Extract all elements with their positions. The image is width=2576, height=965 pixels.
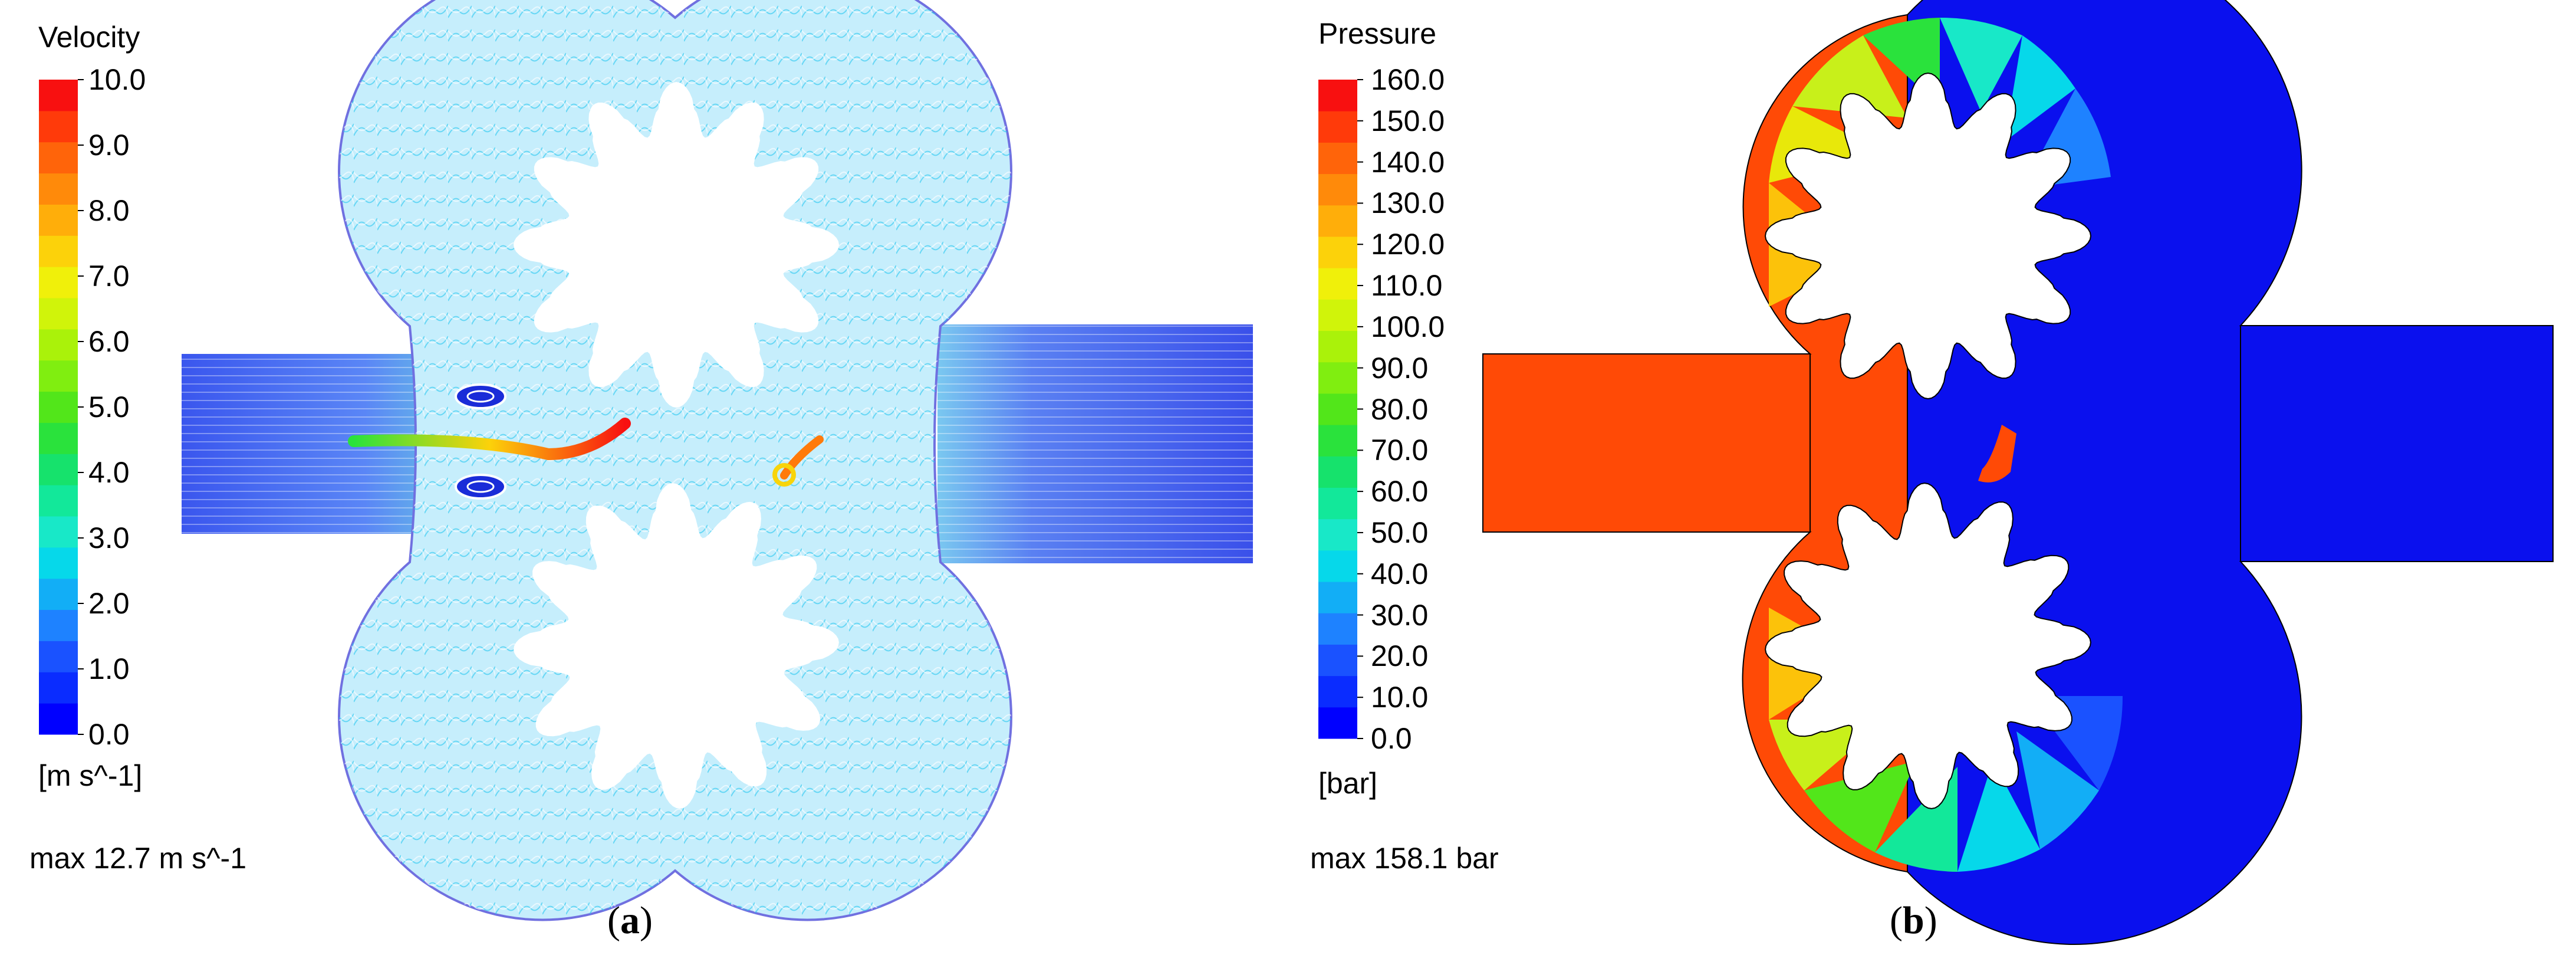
legend-tick-label: 110.0 bbox=[1371, 269, 1443, 303]
velocity-unit-label: [m s^-1] bbox=[38, 759, 143, 792]
legend-color-swatch bbox=[1318, 582, 1357, 613]
legend-color-swatch bbox=[1318, 707, 1357, 739]
velocity-lower-gear bbox=[514, 483, 839, 809]
legend-tick-label: 5.0 bbox=[88, 390, 130, 424]
legend-tick-label: 70.0 bbox=[1371, 434, 1429, 467]
legend-color-swatch bbox=[39, 110, 78, 143]
pressure-unit-label: [bar] bbox=[1318, 767, 1378, 800]
legend-color-swatch bbox=[1318, 205, 1357, 237]
legend-color-swatch bbox=[1318, 268, 1357, 300]
legend-tick-label: 90.0 bbox=[1371, 351, 1429, 385]
legend-color-swatch bbox=[1318, 362, 1357, 394]
legend-color-swatch bbox=[39, 329, 78, 361]
legend-color-swatch bbox=[1318, 425, 1357, 457]
legend-color-swatch bbox=[39, 516, 78, 548]
pressure-tooth-pockets-upper bbox=[1769, 17, 2111, 307]
legend-tick-label: 130.0 bbox=[1371, 186, 1445, 220]
legend-tick-label: 50.0 bbox=[1371, 516, 1429, 549]
legend-color-swatch bbox=[1318, 518, 1357, 551]
pressure-legend-colorbar bbox=[1318, 79, 1363, 739]
legend-color-swatch bbox=[1318, 142, 1357, 175]
legend-color-swatch bbox=[1318, 644, 1357, 677]
legend-tick-label: 0.0 bbox=[1371, 722, 1412, 755]
legend-tick-label: 100.0 bbox=[1371, 310, 1445, 343]
legend-tick-label: 3.0 bbox=[88, 521, 130, 554]
legend-color-swatch bbox=[39, 360, 78, 392]
velocity-legend-colorbar bbox=[39, 79, 84, 735]
velocity-upper-gear bbox=[514, 82, 839, 408]
velocity-max-label: max 12.7 m s^-1 bbox=[29, 842, 247, 875]
legend-tick-label: 160.0 bbox=[1371, 63, 1445, 96]
legend-color-swatch bbox=[39, 391, 78, 423]
velocity-leakage-jet bbox=[348, 418, 824, 487]
legend-color-swatch bbox=[39, 578, 78, 610]
legend-color-swatch bbox=[1318, 487, 1357, 520]
legend-tick-label: 60.0 bbox=[1371, 475, 1429, 508]
legend-tick-label: 30.0 bbox=[1371, 598, 1429, 632]
legend-tick-label: 10.0 bbox=[1371, 681, 1429, 714]
velocity-recirculation-vortices bbox=[455, 383, 506, 500]
legend-color-swatch bbox=[39, 703, 78, 735]
velocity-panel bbox=[182, 0, 1253, 921]
legend-color-swatch bbox=[1318, 393, 1357, 425]
pressure-mesh-high-pocket bbox=[1978, 425, 2016, 482]
legend-tick-label: 4.0 bbox=[88, 456, 130, 489]
pressure-lower-gear bbox=[1765, 482, 2091, 809]
legend-tick-label: 2.0 bbox=[88, 587, 130, 620]
legend-color-swatch bbox=[39, 609, 78, 641]
legend-color-swatch bbox=[39, 454, 78, 485]
legend-color-swatch bbox=[39, 173, 78, 205]
legend-color-swatch bbox=[1318, 675, 1357, 708]
legend-color-swatch bbox=[1318, 111, 1357, 143]
legend-color-swatch bbox=[1318, 613, 1357, 645]
legend-color-swatch bbox=[39, 204, 78, 236]
pressure-max-label: max 158.1 bar bbox=[1310, 842, 1499, 875]
velocity-pump-housing bbox=[338, 0, 1012, 921]
legend-color-swatch bbox=[39, 235, 78, 267]
pressure-legend-title: Pressure bbox=[1318, 17, 1437, 50]
legend-tick-label: 7.0 bbox=[88, 260, 130, 293]
legend-color-swatch bbox=[39, 485, 78, 517]
panel-b-caption: (b) bbox=[1890, 899, 1937, 942]
legend-color-swatch bbox=[1318, 173, 1357, 206]
legend-color-swatch bbox=[1318, 299, 1357, 331]
legend-color-swatch bbox=[39, 672, 78, 704]
legend-color-swatch bbox=[1318, 456, 1357, 488]
panel-a-caption: (a) bbox=[607, 899, 653, 942]
legend-color-swatch bbox=[39, 422, 78, 454]
legend-color-swatch bbox=[1318, 550, 1357, 582]
legend-color-swatch bbox=[1318, 330, 1357, 363]
legend-tick-label: 120.0 bbox=[1371, 228, 1445, 261]
pressure-upper-gear bbox=[1764, 72, 2092, 400]
legend-tick-label: 150.0 bbox=[1371, 104, 1445, 137]
legend-tick-label: 40.0 bbox=[1371, 557, 1429, 590]
legend-tick-label: 6.0 bbox=[88, 325, 130, 358]
legend-tick-label: 8.0 bbox=[88, 194, 130, 227]
legend-color-swatch bbox=[39, 547, 78, 579]
legend-tick-label: 140.0 bbox=[1371, 145, 1445, 179]
legend-color-swatch bbox=[39, 267, 78, 298]
legend-color-swatch bbox=[39, 641, 78, 672]
legend-tick-label: 1.0 bbox=[88, 652, 130, 685]
legend-tick-label: 0.0 bbox=[88, 718, 130, 751]
legend-tick-label: 20.0 bbox=[1371, 639, 1429, 673]
legend-tick-label: 9.0 bbox=[88, 129, 130, 162]
pressure-mesh-low-pocket bbox=[2028, 409, 2055, 439]
legend-color-swatch bbox=[1318, 80, 1357, 111]
velocity-legend-title: Velocity bbox=[38, 21, 140, 54]
legend-color-swatch bbox=[1318, 236, 1357, 268]
velocity-outlet-duct bbox=[937, 324, 1253, 563]
legend-color-swatch bbox=[39, 80, 78, 111]
legend-color-swatch bbox=[39, 142, 78, 174]
legend-tick-label: 10.0 bbox=[88, 63, 146, 96]
legend-color-swatch bbox=[39, 298, 78, 330]
legend-tick-label: 80.0 bbox=[1371, 392, 1429, 426]
pressure-panel bbox=[1482, 0, 2554, 945]
